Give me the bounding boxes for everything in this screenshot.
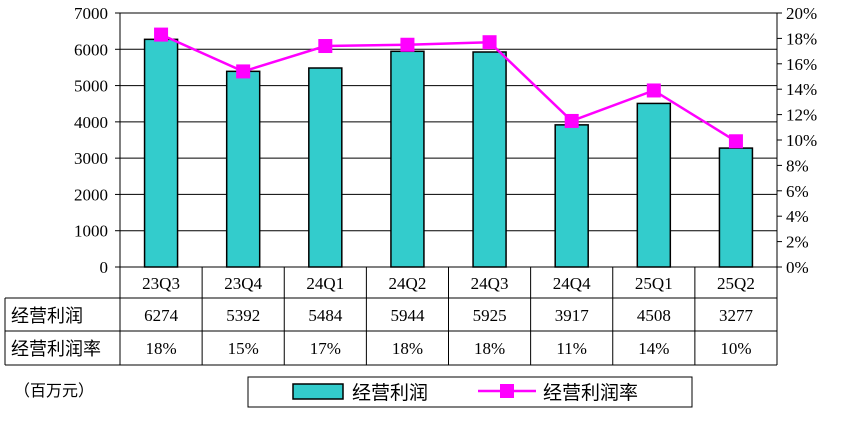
left-tick-label: 4000	[74, 113, 108, 132]
left-tick-label: 3000	[74, 149, 108, 168]
legend: 经营利润 经营利润率	[247, 376, 693, 408]
right-tick-label: 8%	[786, 156, 809, 175]
table-cell-margin: 11%	[556, 339, 587, 358]
table-cell-margin: 14%	[638, 339, 669, 358]
left-tick-label: 1000	[74, 222, 108, 241]
table-cell-profit: 5392	[226, 306, 260, 325]
table-cell-profit: 5944	[390, 306, 425, 325]
axes: 0 1000 2000 3000 4000 5000 6000 7000 0% 2% 4% 6% 8% 1…	[74, 4, 817, 277]
line-marker	[400, 37, 415, 52]
right-tick-label: 6%	[786, 182, 809, 201]
right-tick-label: 14%	[786, 80, 817, 99]
table-cell-margin: 18%	[474, 339, 505, 358]
bar	[308, 67, 343, 268]
table-cell-profit: 4508	[637, 306, 671, 325]
line-marker	[154, 27, 169, 42]
bar	[718, 147, 754, 268]
line-marker	[728, 134, 743, 149]
line-marker	[236, 64, 251, 79]
table-cell-margin: 18%	[145, 339, 176, 358]
line-series	[154, 27, 743, 149]
table-cell-profit: 6274	[144, 306, 179, 325]
bar	[554, 124, 589, 268]
right-tick-label: 2%	[786, 233, 809, 252]
right-tick-label: 18%	[786, 29, 817, 48]
left-tick-label: 0	[100, 258, 109, 277]
legend-bar-label: 经营利润	[352, 382, 428, 404]
series-line	[160, 33, 737, 143]
right-tick-label: 20%	[786, 4, 817, 23]
right-tick-label: 12%	[786, 106, 817, 125]
category-label: 24Q1	[306, 274, 344, 293]
category-label: 23Q4	[224, 274, 262, 293]
line-marker	[318, 39, 333, 54]
legend-line-marker	[500, 384, 514, 398]
category-label: 25Q1	[635, 274, 673, 293]
table-cell-profit: 5925	[473, 306, 507, 325]
table-cell-margin: 15%	[228, 339, 259, 358]
legend-bar-swatch	[292, 383, 344, 400]
table-cell-margin: 10%	[720, 339, 751, 358]
table-cell-profit: 5484	[308, 306, 343, 325]
left-tick-label: 7000	[74, 4, 108, 23]
table-row-label: 经营利润	[11, 306, 83, 327]
line-marker	[646, 83, 661, 98]
category-label: 25Q2	[717, 274, 755, 293]
table-cell-profit: 3277	[719, 306, 754, 325]
category-label: 24Q4	[553, 274, 591, 293]
right-tick-label: 4%	[786, 207, 809, 226]
left-tick-label: 5000	[74, 77, 108, 96]
line-marker	[482, 35, 497, 50]
legend-line-label: 经营利润率	[543, 382, 638, 404]
bar	[472, 51, 507, 268]
table-cell-margin: 17%	[310, 339, 341, 358]
bar	[390, 50, 425, 268]
bar-series	[143, 38, 754, 268]
right-tick-label: 0%	[786, 258, 809, 277]
left-tick-label: 2000	[74, 185, 108, 204]
unit-label: （百万元）	[14, 381, 94, 400]
right-tick-label: 10%	[786, 131, 817, 150]
data-table: 23Q3 23Q4 24Q1 24Q2 24Q3 24Q4 25Q1 25Q2 经营利润经营利润…	[4, 266, 778, 366]
category-label: 24Q2	[389, 274, 427, 293]
bar	[636, 102, 672, 268]
right-tick-label: 16%	[786, 55, 817, 74]
table-cell-profit: 3917	[555, 306, 590, 325]
table-cell-margin: 18%	[392, 339, 423, 358]
bar	[225, 70, 261, 268]
bar	[143, 38, 179, 268]
line-marker	[564, 113, 579, 128]
category-label: 23Q3	[142, 274, 180, 293]
left-tick-label: 6000	[74, 40, 108, 59]
grid-lines	[120, 12, 777, 232]
table-row-label: 经营利润率	[11, 339, 101, 360]
category-label: 24Q3	[471, 274, 509, 293]
